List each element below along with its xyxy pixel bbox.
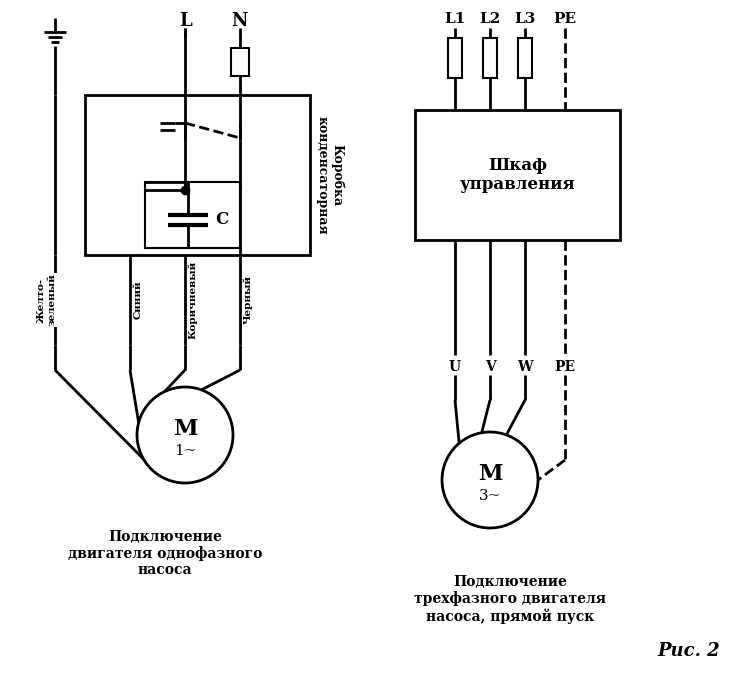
Text: V: V xyxy=(484,360,496,374)
Text: L3: L3 xyxy=(514,12,535,26)
Circle shape xyxy=(137,387,233,483)
Text: Коробка
конденсаторная: Коробка конденсаторная xyxy=(316,116,344,235)
Text: Желто-
зеленый: Желто- зеленый xyxy=(38,273,56,327)
Text: Шкаф
управления: Шкаф управления xyxy=(459,156,575,193)
Bar xyxy=(145,182,240,248)
Text: Черный: Черный xyxy=(243,275,253,325)
Text: 1~: 1~ xyxy=(174,444,196,458)
Text: L: L xyxy=(179,12,191,30)
Text: L1: L1 xyxy=(444,12,465,26)
Text: C: C xyxy=(216,212,229,228)
Bar xyxy=(448,38,462,78)
Text: PE: PE xyxy=(553,12,577,26)
Bar xyxy=(415,110,620,240)
Text: M: M xyxy=(478,463,502,485)
Text: Синий: Синий xyxy=(134,281,142,319)
Text: U: U xyxy=(449,360,461,374)
Bar xyxy=(85,95,310,255)
Text: 3~: 3~ xyxy=(479,489,501,503)
Text: W: W xyxy=(517,360,533,374)
Text: PE: PE xyxy=(554,360,575,374)
Text: M: M xyxy=(173,418,197,440)
Bar xyxy=(518,38,532,78)
Bar xyxy=(231,48,249,76)
Text: Коричневый: Коричневый xyxy=(188,261,198,339)
Text: Рис. 2: Рис. 2 xyxy=(657,642,720,660)
Text: N: N xyxy=(232,12,248,30)
Circle shape xyxy=(442,432,538,528)
Bar xyxy=(483,38,497,78)
Text: Подключение
двигателя однофазного
насоса: Подключение двигателя однофазного насоса xyxy=(68,530,262,578)
Text: Подключение
трехфазного двигателя
насоса, прямой пуск: Подключение трехфазного двигателя насоса… xyxy=(414,575,606,624)
Text: L2: L2 xyxy=(479,12,501,26)
